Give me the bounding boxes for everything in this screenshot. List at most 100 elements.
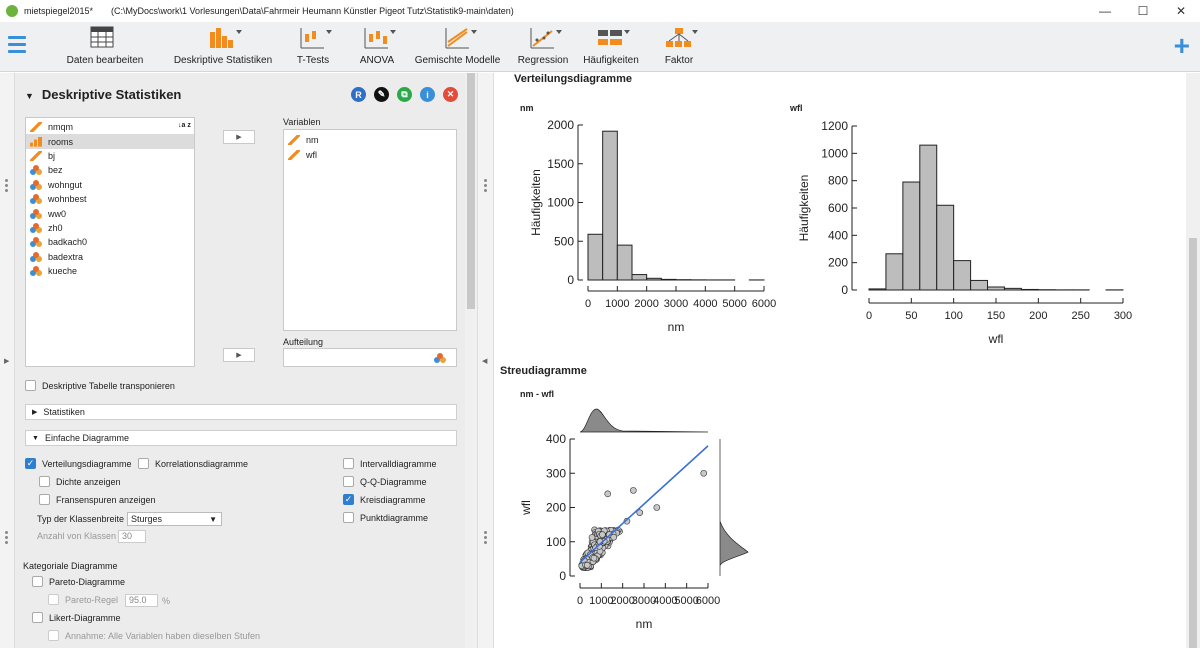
x-axis-label: nm — [636, 617, 653, 631]
variable-item-bez[interactable]: bez — [26, 163, 194, 177]
ribbon-gemischte-modelle-button[interactable]: Gemischte Modelle — [410, 22, 505, 72]
likert-checkbox[interactable]: Likert-Diagramme — [32, 612, 121, 623]
variable-item-wfl[interactable]: wfl — [284, 147, 456, 161]
variable-item-ww0[interactable]: ww0 — [26, 206, 194, 220]
einfache-diagramme-section[interactable]: ▼ Einfache Diagramme — [25, 430, 457, 446]
ribbon-t-tests-button[interactable]: T-Tests — [288, 22, 338, 72]
variable-item-badextra[interactable]: badextra — [26, 250, 194, 264]
collapse-left-arrow-icon[interactable]: ◀ — [482, 358, 488, 365]
y-axis-label: Häufigkeiten — [529, 169, 543, 236]
ribbon-label: Daten bearbeiten — [66, 55, 144, 66]
variable-name: nm — [306, 135, 319, 146]
t-test-icon — [298, 26, 332, 52]
punktdiagramme-checkbox[interactable]: Punktdiagramme — [343, 512, 428, 523]
dichte-checkbox[interactable]: Dichte anzeigen — [39, 476, 121, 487]
collapse-triangle-icon[interactable]: ▼ — [25, 91, 34, 101]
add-module-button[interactable]: + — [1173, 30, 1190, 61]
marginal-density-top — [579, 408, 709, 433]
ribbon-faktor-button[interactable]: Faktor — [658, 22, 700, 72]
variable-item-nmqm[interactable]: nmqm — [26, 120, 194, 134]
expand-data-arrow-icon[interactable]: ▶ — [4, 358, 10, 365]
histogram-bar — [587, 233, 604, 281]
verteilungsdiagramme-checkbox[interactable]: ✓ Verteilungsdiagramme — [25, 458, 132, 469]
results-panel: Verteilungsdiagramme nm 0 500 1000 1500 2000 0… — [494, 73, 1186, 648]
marginal-density-right — [719, 439, 749, 576]
transpose-checkbox[interactable]: Deskriptive Tabelle transponieren — [25, 380, 175, 391]
variable-item-wohngut[interactable]: wohngut — [26, 178, 194, 192]
anzahl-klassen-input[interactable]: 30 — [118, 530, 146, 543]
histogram-bar — [646, 277, 662, 281]
variable-item-badkach0[interactable]: badkach0 — [26, 235, 194, 249]
analysis-scrollbar[interactable] — [465, 73, 477, 648]
variable-name: rooms — [48, 136, 74, 147]
ribbon-anova-button[interactable]: ANOVA — [352, 22, 402, 72]
x-tick-label: 4000 — [693, 298, 717, 310]
split-target-box[interactable] — [283, 348, 457, 367]
ribbon-label: ANOVA — [359, 55, 395, 66]
analysis-panel: ▼ Deskriptive Statistiken R ✎ ⧉ i ✕ nmqm rooms… — [15, 73, 465, 648]
variable-item-nm[interactable]: nm — [284, 133, 456, 147]
close-window-button[interactable]: ✕ — [1175, 4, 1187, 18]
edit-title-icon[interactable]: ✎ — [374, 87, 389, 102]
variable-name: ww0 — [48, 208, 67, 219]
x-tick-label: 6000 — [752, 298, 776, 310]
ribbon-deskriptive-statistiken-button[interactable]: Deskriptive Statistiken — [168, 22, 278, 72]
variables-target-list[interactable]: nm wfl — [283, 129, 457, 331]
statistiken-section[interactable]: ▶ Statistiken — [25, 404, 457, 420]
annahme-checkbox[interactable]: Annahme: Alle Variablen haben dieselben … — [48, 630, 260, 641]
analysis-header[interactable]: ▼ Deskriptive Statistiken — [25, 87, 181, 102]
move-to-split-button[interactable]: ▶ — [223, 348, 255, 362]
variable-item-zh0[interactable]: zh0 — [26, 221, 194, 235]
x-tick-label: 250 — [1071, 310, 1089, 322]
remove-analysis-icon[interactable]: ✕ — [443, 87, 458, 102]
analysis-title: Deskriptive Statistiken — [41, 87, 182, 102]
intervalldiagramme-checkbox[interactable]: Intervalldiagramme — [343, 458, 437, 469]
sort-icon[interactable]: ↓a z — [178, 122, 191, 129]
results-scrollbar[interactable] — [1186, 73, 1200, 648]
ribbon-label: Faktor — [664, 55, 694, 66]
x-tick-label: 0 — [577, 595, 583, 607]
qq-diagramme-checkbox[interactable]: Q-Q-Diagramme — [343, 476, 427, 487]
pareto-regel-input[interactable]: 95.0 — [125, 594, 158, 607]
duplicate-icon[interactable]: ⧉ — [397, 87, 412, 102]
data-panel-collapsed[interactable]: ▶ — [0, 73, 15, 648]
ribbon-daten-bearbeiten-button[interactable]: Daten bearbeiten — [60, 22, 150, 72]
histogram-bar — [868, 288, 887, 291]
histogram-bar — [602, 130, 618, 281]
nominal-icon — [30, 251, 42, 262]
x-tick-label: 50 — [905, 310, 917, 322]
x-tick-label: 0 — [585, 298, 591, 310]
variable-item-wohnbest[interactable]: wohnbest — [26, 192, 194, 206]
variable-item-bj[interactable]: bj — [26, 149, 194, 163]
ribbon-regression-button[interactable]: Regression — [512, 22, 574, 72]
move-to-variables-button[interactable]: ▶ — [223, 130, 255, 144]
streudiagramme-heading: Streudiagramme — [500, 365, 587, 377]
kreisdiagramme-checkbox[interactable]: ✓ Kreisdiagramme — [343, 494, 426, 505]
y-tick-label: 0 — [559, 569, 566, 583]
variable-item-kueche[interactable]: kueche — [26, 264, 194, 278]
variable-name: badkach0 — [48, 237, 88, 248]
klassenbreite-select[interactable]: Sturges ▼ — [127, 512, 222, 526]
scatter-points — [578, 469, 708, 571]
variable-name: badextra — [48, 251, 84, 262]
ordinal-icon — [30, 136, 42, 147]
korrelationsdiagramme-checkbox[interactable]: Korrelationsdiagramme — [138, 458, 248, 469]
x-tick-label: 0 — [866, 310, 872, 322]
available-variables-list[interactable]: nmqm rooms bj bez wohngut wohnbest ww0 zh0 badka… — [25, 117, 195, 367]
pareto-regel-checkbox[interactable]: Pareto-Regel — [48, 594, 118, 605]
ribbon-häufigkeiten-button[interactable]: Häufigkeiten — [580, 22, 642, 72]
info-icon[interactable]: i — [420, 87, 435, 102]
nominal-icon — [30, 266, 42, 277]
results-divider[interactable]: ◀ — [477, 73, 494, 648]
pareto-checkbox[interactable]: Pareto-Diagramme — [32, 576, 125, 587]
fransenspuren-checkbox[interactable]: Fransenspuren anzeigen — [39, 494, 156, 505]
variable-item-rooms[interactable]: rooms — [26, 134, 194, 149]
maximize-button[interactable]: ☐ — [1137, 4, 1149, 18]
menu-icon[interactable] — [8, 36, 26, 56]
r-syntax-icon[interactable]: R — [351, 87, 366, 102]
variablen-label: Variablen — [283, 117, 321, 127]
histogram-bar — [631, 274, 648, 281]
histogram-bar — [660, 278, 677, 281]
minimize-button[interactable]: — — [1099, 4, 1111, 18]
